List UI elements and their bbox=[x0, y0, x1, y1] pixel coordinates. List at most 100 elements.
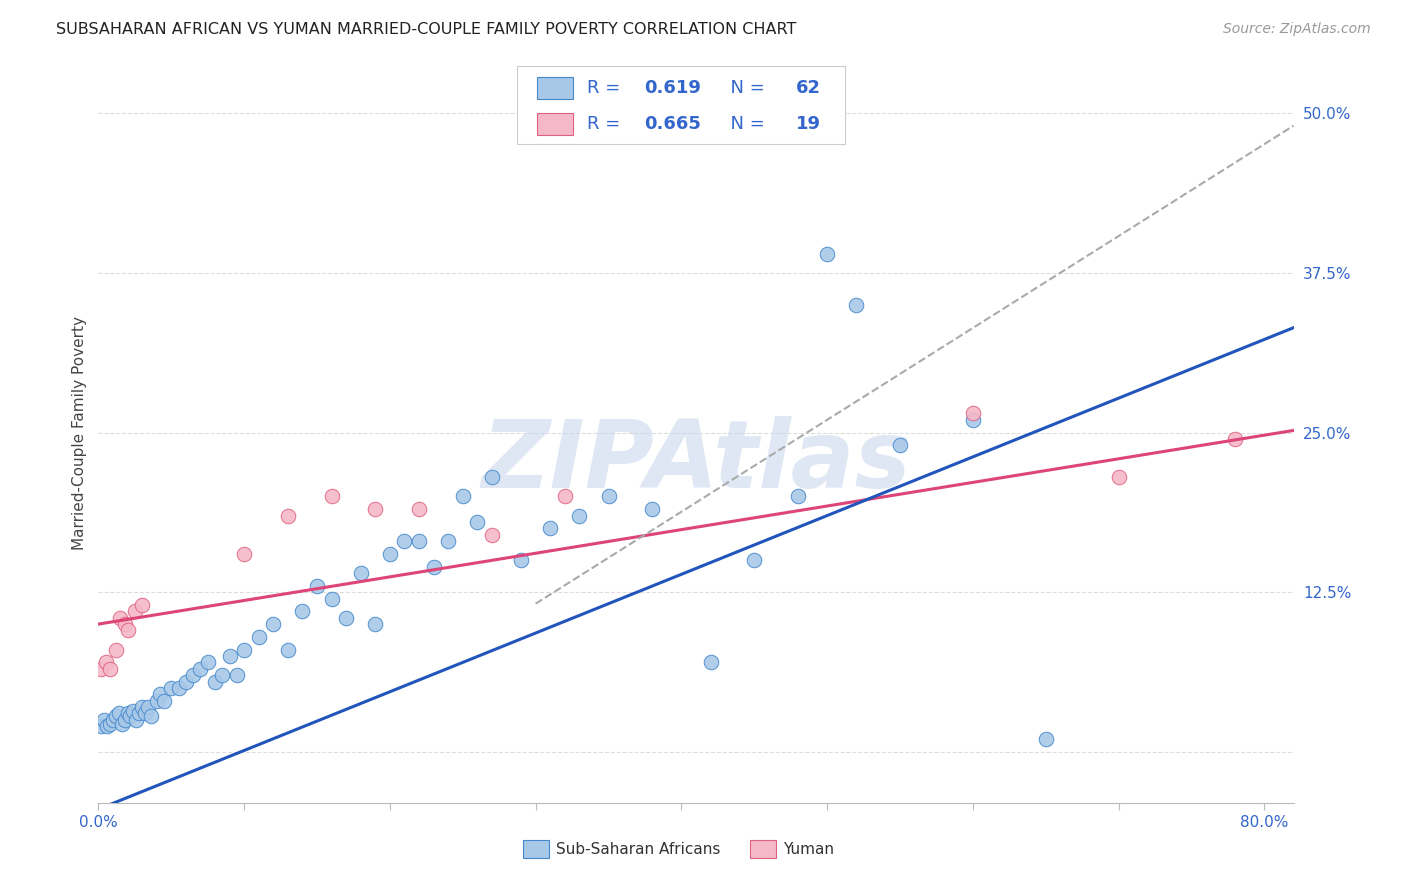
Text: 0.619: 0.619 bbox=[644, 79, 702, 97]
FancyBboxPatch shape bbox=[537, 112, 572, 135]
Text: R =: R = bbox=[588, 115, 626, 133]
Point bbox=[305, 579, 328, 593]
Point bbox=[90, 719, 112, 733]
Text: 62: 62 bbox=[796, 79, 821, 97]
Point bbox=[197, 656, 219, 670]
Point bbox=[787, 490, 810, 504]
Text: 0.665: 0.665 bbox=[644, 115, 702, 133]
Point bbox=[111, 716, 134, 731]
Point bbox=[451, 490, 474, 504]
Point bbox=[321, 591, 343, 606]
Point bbox=[233, 642, 256, 657]
Point bbox=[125, 713, 148, 727]
Point bbox=[277, 642, 299, 657]
Point bbox=[149, 687, 172, 701]
Point bbox=[962, 407, 984, 421]
Text: R =: R = bbox=[588, 79, 626, 97]
Point bbox=[160, 681, 183, 695]
Point bbox=[699, 656, 721, 670]
Point bbox=[122, 704, 145, 718]
Point bbox=[233, 547, 256, 561]
Text: N =: N = bbox=[718, 115, 770, 133]
Point bbox=[225, 668, 247, 682]
Point bbox=[510, 553, 533, 567]
Point bbox=[408, 502, 430, 516]
Text: 19: 19 bbox=[796, 115, 821, 133]
Point bbox=[114, 713, 136, 727]
Point bbox=[321, 490, 343, 504]
Point bbox=[128, 706, 150, 721]
Point bbox=[364, 502, 387, 516]
Point bbox=[598, 490, 620, 504]
Point bbox=[247, 630, 270, 644]
Text: Yuman: Yuman bbox=[783, 842, 834, 857]
Point bbox=[124, 604, 146, 618]
Text: Sub-Saharan Africans: Sub-Saharan Africans bbox=[557, 842, 720, 857]
Point bbox=[108, 706, 131, 721]
Point bbox=[104, 709, 127, 723]
Point bbox=[131, 700, 153, 714]
Point bbox=[136, 700, 159, 714]
Point bbox=[153, 694, 176, 708]
Text: Source: ZipAtlas.com: Source: ZipAtlas.com bbox=[1223, 22, 1371, 37]
Point bbox=[962, 413, 984, 427]
Point bbox=[120, 709, 142, 723]
Point bbox=[364, 617, 387, 632]
Point bbox=[291, 604, 314, 618]
Point bbox=[1108, 470, 1130, 484]
Point bbox=[90, 662, 112, 676]
Point bbox=[174, 674, 197, 689]
Point bbox=[117, 624, 139, 638]
Point bbox=[94, 656, 117, 670]
Point bbox=[422, 559, 444, 574]
Point bbox=[815, 247, 838, 261]
Point bbox=[277, 508, 299, 523]
Point bbox=[134, 706, 156, 721]
Point bbox=[554, 490, 576, 504]
Point bbox=[378, 547, 401, 561]
Point bbox=[117, 706, 139, 721]
Point bbox=[204, 674, 226, 689]
Point bbox=[394, 534, 416, 549]
Point bbox=[114, 617, 136, 632]
Point bbox=[350, 566, 373, 580]
Point bbox=[1225, 432, 1247, 446]
Point bbox=[145, 694, 167, 708]
Point bbox=[641, 502, 664, 516]
Point bbox=[1035, 731, 1057, 746]
Point bbox=[190, 662, 212, 676]
Point bbox=[93, 713, 115, 727]
Point bbox=[335, 611, 357, 625]
Point bbox=[181, 668, 204, 682]
Point bbox=[104, 642, 127, 657]
Point bbox=[481, 470, 503, 484]
Point bbox=[467, 515, 489, 529]
FancyBboxPatch shape bbox=[517, 66, 845, 144]
Text: N =: N = bbox=[718, 79, 770, 97]
Point bbox=[218, 648, 240, 663]
Point bbox=[568, 508, 591, 523]
Point bbox=[845, 298, 868, 312]
FancyBboxPatch shape bbox=[523, 840, 548, 858]
Point bbox=[96, 719, 118, 733]
Point bbox=[211, 668, 233, 682]
Point bbox=[262, 617, 284, 632]
Point bbox=[101, 713, 124, 727]
Point bbox=[408, 534, 430, 549]
Point bbox=[131, 598, 153, 612]
Point bbox=[481, 527, 503, 541]
Point bbox=[437, 534, 460, 549]
Point bbox=[139, 709, 162, 723]
Point bbox=[538, 521, 561, 535]
Point bbox=[98, 716, 121, 731]
Text: ZIPAtlas: ZIPAtlas bbox=[481, 417, 911, 508]
FancyBboxPatch shape bbox=[537, 78, 572, 99]
FancyBboxPatch shape bbox=[749, 840, 776, 858]
Y-axis label: Married-Couple Family Poverty: Married-Couple Family Poverty bbox=[72, 316, 87, 549]
Point bbox=[742, 553, 765, 567]
Point bbox=[98, 662, 121, 676]
Text: SUBSAHARAN AFRICAN VS YUMAN MARRIED-COUPLE FAMILY POVERTY CORRELATION CHART: SUBSAHARAN AFRICAN VS YUMAN MARRIED-COUP… bbox=[56, 22, 797, 37]
Point bbox=[889, 438, 911, 452]
Point bbox=[167, 681, 190, 695]
Point bbox=[110, 611, 132, 625]
